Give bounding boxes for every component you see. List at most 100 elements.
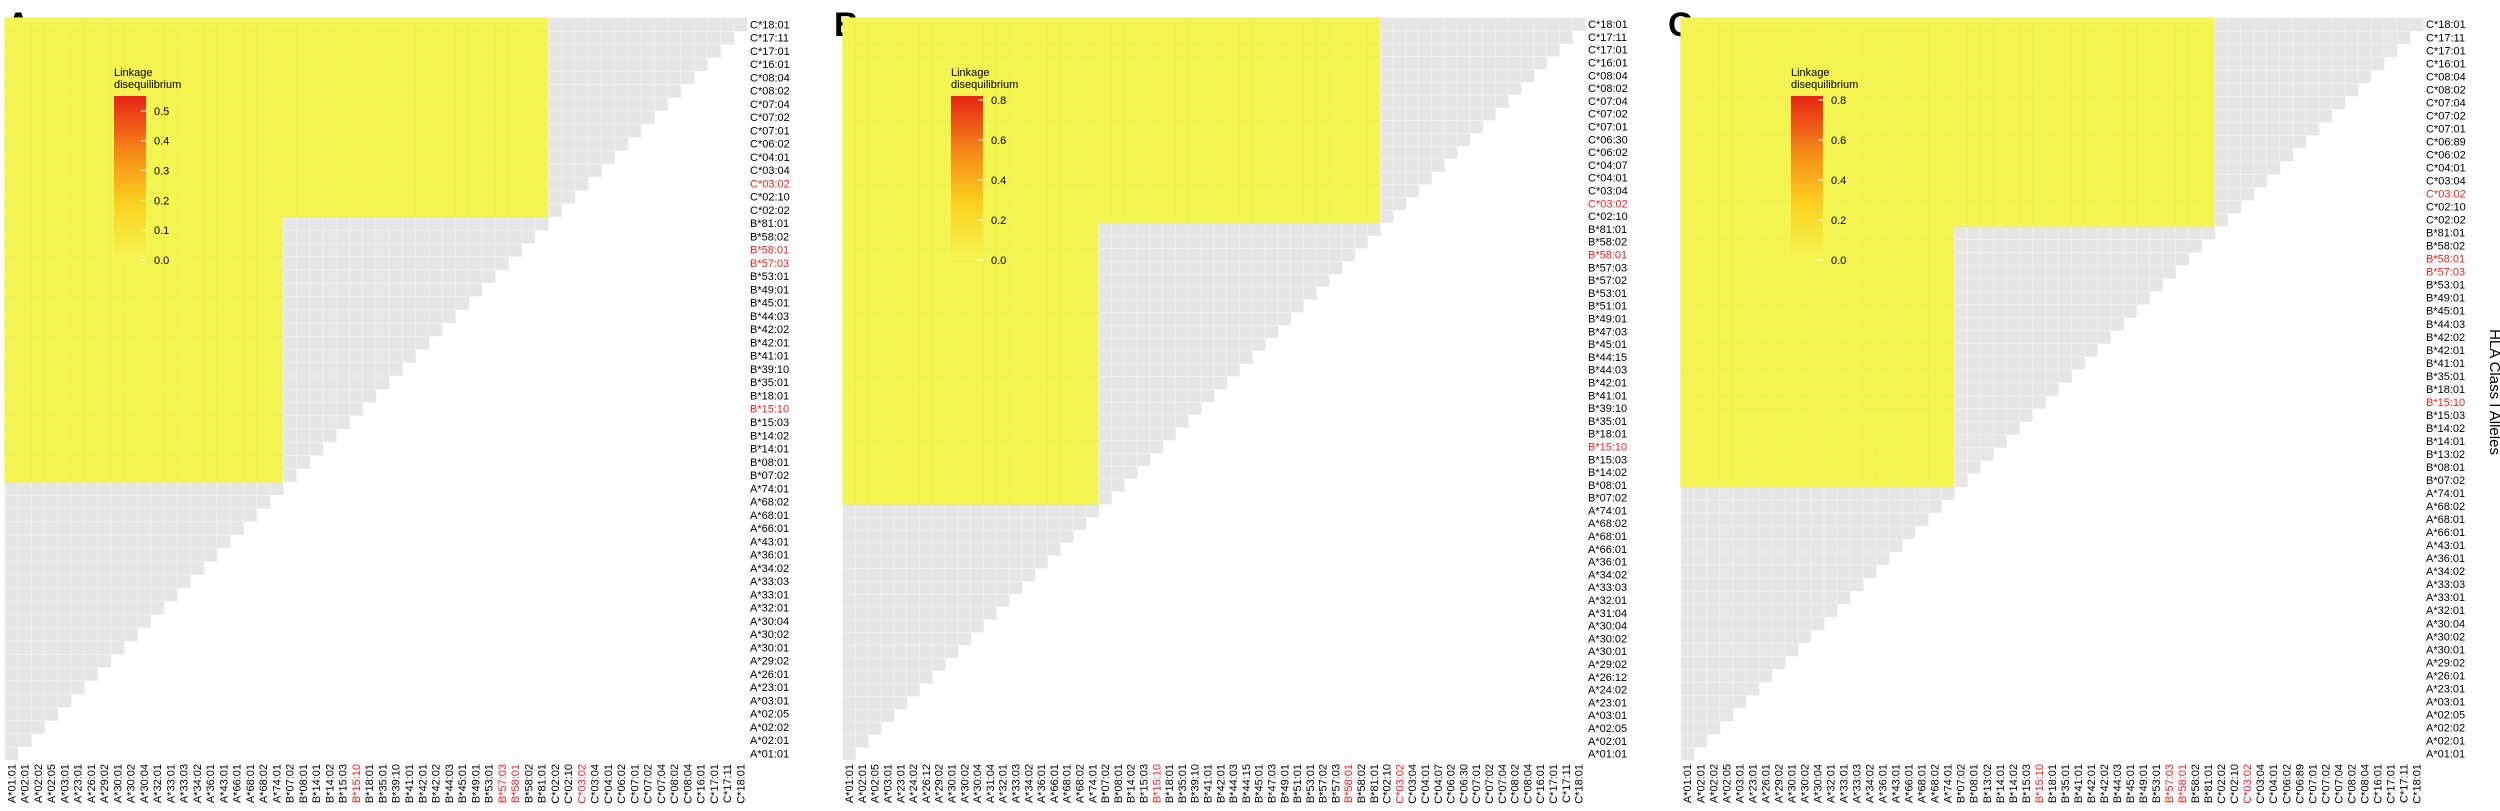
ld-cell: [203, 149, 218, 165]
ld-cell: [1862, 525, 1877, 540]
ld-cell: [2136, 199, 2151, 214]
ld-cell: [2005, 212, 2021, 227]
ld-cell: [1379, 81, 1394, 96]
ld-cell: [190, 43, 205, 59]
ld-cell: [1862, 551, 1877, 566]
ld-cell: [1706, 147, 1721, 162]
ld-cell: [415, 83, 430, 98]
ld-cell: [2253, 160, 2268, 175]
ld-cell: [1111, 222, 1125, 236]
ld-cell: [561, 96, 576, 112]
ld-cell: [1771, 225, 1786, 240]
ld-cell: [855, 183, 870, 198]
ld-cell: [4, 43, 19, 59]
column-label: B*45:01: [457, 764, 469, 803]
ld-cell: [1940, 173, 1955, 188]
ld-cell: [1706, 655, 1721, 670]
ld-cell: [1047, 209, 1061, 224]
ld-cell: [842, 81, 857, 96]
ld-cell: [30, 521, 46, 536]
ld-cell: [919, 260, 934, 275]
ld-cell: [1719, 329, 1734, 344]
ld-cell: [1264, 145, 1279, 160]
ld-cell: [842, 183, 857, 198]
ld-cell: [1849, 121, 1864, 136]
ld-cell: [1264, 43, 1279, 57]
ld-cell: [1136, 132, 1151, 147]
ld-cell: [30, 203, 46, 218]
ld-cell: [282, 256, 298, 271]
row-label: A*02:02: [750, 722, 789, 734]
ld-cell: [1784, 564, 1799, 579]
ld-cell: [1732, 238, 1747, 253]
ld-cell: [1953, 82, 1968, 97]
ld-cell: [441, 295, 457, 311]
ld-cell: [163, 574, 178, 589]
ld-cell: [2227, 121, 2242, 136]
ld-cell: [1784, 512, 1799, 527]
ld-cell: [70, 43, 85, 59]
ld-cell: [1367, 158, 1381, 173]
ld-cell: [4, 587, 19, 602]
ld-cell: [1784, 408, 1799, 423]
ld-cell: [1367, 81, 1381, 96]
ld-cell: [1732, 147, 1747, 162]
ld-cell: [957, 260, 972, 275]
ld-cell: [1277, 196, 1292, 211]
row-label: B*58:01: [750, 245, 789, 257]
ld-cell: [243, 229, 258, 244]
ld-cell: [1914, 251, 1929, 266]
ld-cell: [932, 606, 946, 620]
ld-cell: [932, 580, 946, 595]
column-label: A*43:01: [218, 764, 230, 803]
ld-cell: [957, 350, 972, 364]
ld-cell: [1719, 264, 1734, 279]
ld-cell: [893, 375, 908, 390]
ld-cell: [855, 631, 870, 646]
ld-cell: [906, 657, 921, 672]
row-label: B*14:01: [750, 444, 789, 456]
ld-cell: [2162, 160, 2177, 175]
ld-cell: [842, 286, 857, 300]
ld-cell: [123, 282, 138, 297]
ld-cell: [2240, 173, 2255, 188]
ld-cell: [1680, 108, 1695, 123]
ld-cell: [1136, 350, 1151, 364]
ld-cell: [1719, 238, 1734, 253]
ld-cell: [1264, 107, 1279, 121]
ld-cell: [1085, 55, 1100, 70]
ld-cell: [388, 203, 404, 218]
ld-cell: [1431, 132, 1445, 147]
ld-cell: [1277, 171, 1292, 185]
ld-cell: [1123, 145, 1138, 160]
ld-cell: [176, 388, 191, 403]
ld-cell: [1758, 486, 1773, 501]
ld-cell: [1901, 369, 1916, 384]
ld-cell: [136, 547, 152, 562]
ld-cell: [1034, 503, 1049, 518]
ld-cell: [203, 96, 218, 112]
ld-cell: [1021, 260, 1036, 275]
ld-cell: [842, 30, 857, 45]
ld-cell: [1047, 401, 1061, 416]
ld-cell: [296, 309, 311, 324]
ld-cell: [1251, 324, 1266, 339]
ld-cell: [30, 547, 46, 562]
ld-cell: [415, 256, 430, 271]
ld-cell: [1823, 356, 1838, 371]
diagonal-cell: [2201, 225, 2216, 240]
ld-cell: [282, 70, 298, 85]
ld-cell: [1175, 196, 1189, 211]
column-label: B*58:01: [1343, 764, 1355, 803]
ld-cell: [1226, 145, 1241, 160]
ld-cell: [44, 110, 59, 125]
ld-cell: [1862, 95, 1877, 110]
ld-cell: [957, 593, 972, 608]
ld-cell: [587, 123, 602, 138]
ld-cell: [1034, 81, 1049, 96]
ld-cell: [44, 229, 59, 244]
ld-cell: [919, 542, 934, 556]
ld-cell: [957, 478, 972, 492]
ld-cell: [2279, 121, 2294, 136]
ld-cell: [1059, 247, 1074, 262]
